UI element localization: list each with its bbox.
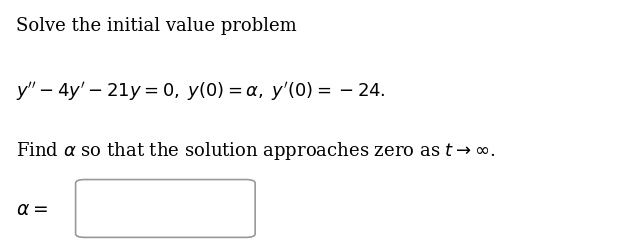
Text: $\alpha =$: $\alpha =$: [16, 201, 47, 219]
Text: $y'' - 4y' - 21y = 0, \; y(0) = \alpha, \; y'(0) = -24.$: $y'' - 4y' - 21y = 0, \; y(0) = \alpha, …: [16, 80, 386, 102]
Text: Find $\alpha$ so that the solution approaches zero as $t \to \infty$.: Find $\alpha$ so that the solution appro…: [16, 140, 495, 162]
Text: Solve the initial value problem: Solve the initial value problem: [16, 17, 297, 35]
FancyBboxPatch shape: [76, 180, 255, 237]
